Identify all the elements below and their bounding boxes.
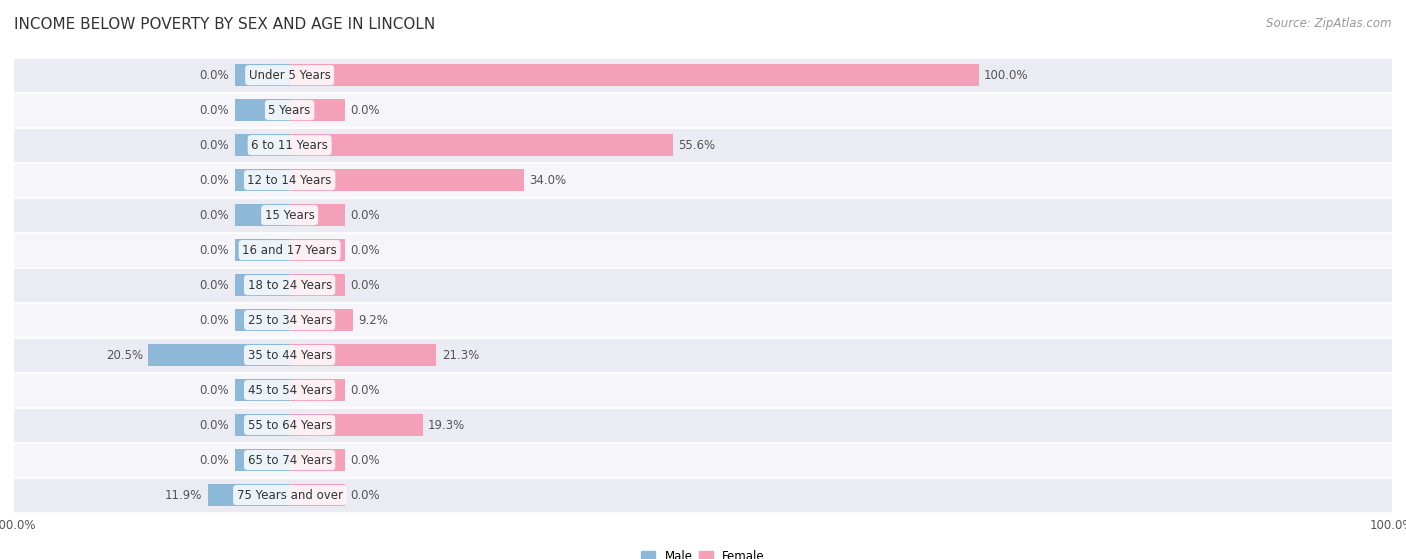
Bar <box>235 100 290 121</box>
Text: 0.0%: 0.0% <box>200 103 229 117</box>
Text: 18 to 24 Years: 18 to 24 Years <box>247 278 332 292</box>
Text: 12 to 14 Years: 12 to 14 Years <box>247 174 332 187</box>
Text: 9.2%: 9.2% <box>359 314 388 326</box>
Bar <box>235 239 290 261</box>
Bar <box>290 239 344 261</box>
Text: 55 to 64 Years: 55 to 64 Years <box>247 419 332 432</box>
Text: 35 to 44 Years: 35 to 44 Years <box>247 349 332 362</box>
Text: 0.0%: 0.0% <box>350 244 380 257</box>
Bar <box>14 302 1392 338</box>
Bar <box>235 449 290 471</box>
Text: 45 to 54 Years: 45 to 54 Years <box>247 383 332 396</box>
Text: 19.3%: 19.3% <box>427 419 465 432</box>
Legend: Male, Female: Male, Female <box>637 546 769 559</box>
Text: 0.0%: 0.0% <box>350 278 380 292</box>
Bar <box>235 274 290 296</box>
Text: INCOME BELOW POVERTY BY SEX AND AGE IN LINCOLN: INCOME BELOW POVERTY BY SEX AND AGE IN L… <box>14 17 436 32</box>
Bar <box>14 163 1392 198</box>
Text: 6 to 11 Years: 6 to 11 Years <box>252 139 328 151</box>
Bar <box>14 127 1392 163</box>
Text: 20.5%: 20.5% <box>105 349 143 362</box>
Text: 5 Years: 5 Years <box>269 103 311 117</box>
Bar <box>290 100 344 121</box>
Bar <box>14 58 1392 93</box>
Text: 0.0%: 0.0% <box>200 419 229 432</box>
Bar <box>290 344 436 366</box>
Text: Source: ZipAtlas.com: Source: ZipAtlas.com <box>1267 17 1392 30</box>
Bar <box>235 414 290 436</box>
Text: 34.0%: 34.0% <box>530 174 567 187</box>
Text: 16 and 17 Years: 16 and 17 Years <box>242 244 337 257</box>
Text: 0.0%: 0.0% <box>350 489 380 501</box>
Bar <box>290 274 344 296</box>
Text: 0.0%: 0.0% <box>200 314 229 326</box>
Bar <box>14 93 1392 127</box>
Bar <box>14 233 1392 268</box>
Bar <box>235 169 290 191</box>
Text: 0.0%: 0.0% <box>200 139 229 151</box>
Bar <box>149 344 290 366</box>
Bar <box>290 309 353 331</box>
Text: 11.9%: 11.9% <box>165 489 202 501</box>
Bar <box>290 64 979 86</box>
Bar <box>235 134 290 156</box>
Text: 0.0%: 0.0% <box>200 383 229 396</box>
Bar <box>235 64 290 86</box>
Text: 65 to 74 Years: 65 to 74 Years <box>247 453 332 467</box>
Bar <box>208 484 290 506</box>
Text: 0.0%: 0.0% <box>200 278 229 292</box>
Text: 15 Years: 15 Years <box>264 209 315 221</box>
Bar <box>14 372 1392 408</box>
Text: 25 to 34 Years: 25 to 34 Years <box>247 314 332 326</box>
Bar <box>290 169 524 191</box>
Text: 0.0%: 0.0% <box>350 383 380 396</box>
Bar <box>14 198 1392 233</box>
Text: 55.6%: 55.6% <box>678 139 716 151</box>
Bar <box>14 408 1392 443</box>
Bar <box>14 268 1392 302</box>
Bar <box>14 477 1392 513</box>
Text: 0.0%: 0.0% <box>200 174 229 187</box>
Bar <box>14 443 1392 477</box>
Bar <box>290 134 672 156</box>
Text: 0.0%: 0.0% <box>350 103 380 117</box>
Text: Under 5 Years: Under 5 Years <box>249 69 330 82</box>
Text: 75 Years and over: 75 Years and over <box>236 489 343 501</box>
Text: 100.0%: 100.0% <box>984 69 1029 82</box>
Bar <box>290 204 344 226</box>
Text: 0.0%: 0.0% <box>200 453 229 467</box>
Bar <box>290 449 344 471</box>
Text: 0.0%: 0.0% <box>200 69 229 82</box>
Text: 0.0%: 0.0% <box>350 453 380 467</box>
Bar <box>235 379 290 401</box>
Bar <box>290 414 423 436</box>
Bar <box>235 204 290 226</box>
Bar <box>290 484 344 506</box>
Text: 0.0%: 0.0% <box>350 209 380 221</box>
Text: 21.3%: 21.3% <box>441 349 479 362</box>
Bar <box>290 379 344 401</box>
Text: 0.0%: 0.0% <box>200 244 229 257</box>
Bar <box>14 338 1392 372</box>
Bar <box>235 309 290 331</box>
Text: 0.0%: 0.0% <box>200 209 229 221</box>
